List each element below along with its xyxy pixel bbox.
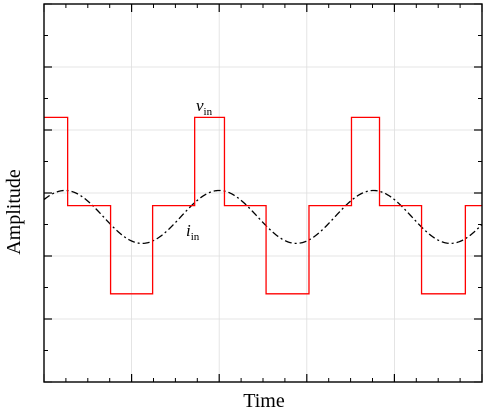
series-label-iin: iin <box>186 221 200 243</box>
x-axis-label: Time <box>243 390 285 412</box>
grid <box>44 4 482 382</box>
series-layer <box>43 116 483 295</box>
plot-frame <box>43 3 483 383</box>
series-label-vin: vin <box>196 96 213 118</box>
series-iin-line <box>43 189 483 245</box>
series-label-iin-name: i <box>186 221 191 240</box>
series-vin-line <box>44 116 482 295</box>
series-label-iin-sub: in <box>191 231 200 243</box>
series-label-vin-sub: in <box>204 106 213 118</box>
series-label-vin-name: v <box>196 96 204 115</box>
y-axis-label: Amplitude <box>3 169 25 255</box>
